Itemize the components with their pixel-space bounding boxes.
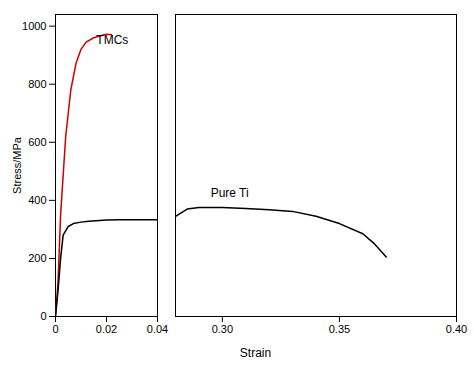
svg-text:0.02: 0.02	[96, 323, 117, 335]
svg-text:0: 0	[52, 323, 58, 335]
svg-text:800: 800	[28, 78, 46, 90]
svg-text:0.40: 0.40	[446, 323, 467, 335]
svg-text:0.35: 0.35	[329, 323, 350, 335]
svg-text:200: 200	[28, 252, 46, 264]
svg-text:0.30: 0.30	[212, 323, 233, 335]
svg-text:0.04: 0.04	[147, 323, 168, 335]
html-text:Strain: Strain	[239, 346, 272, 360]
svg-text:400: 400	[28, 194, 46, 206]
svg-text:Pure Ti: Pure Ti	[211, 186, 249, 200]
svg-text:Stress/MPa: Stress/MPa	[11, 136, 23, 194]
svg-text:TMCs: TMCs	[96, 33, 128, 47]
svg-text:600: 600	[28, 136, 46, 148]
svg-text:1000: 1000	[22, 20, 46, 32]
svg-text:0: 0	[40, 310, 46, 322]
